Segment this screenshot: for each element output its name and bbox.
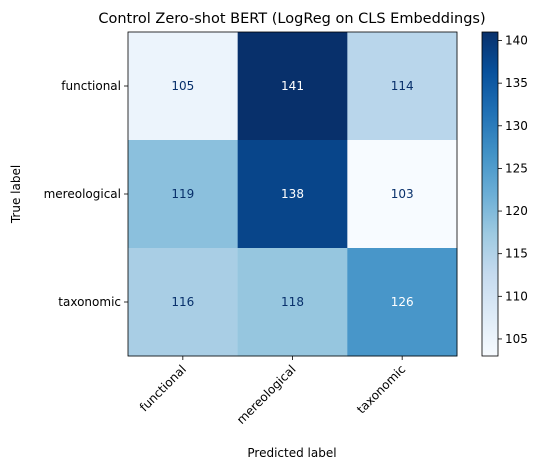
- heatmap-cell: [237, 140, 348, 249]
- colorbar-tick-label: 105: [505, 332, 528, 346]
- colorbar-ticks: 105 110 115 120 125 130 135 140: [498, 34, 528, 346]
- heatmap-cell: [347, 32, 458, 141]
- cell-value-label: 119: [171, 187, 194, 201]
- y-tick-label: taxonomic: [58, 295, 121, 309]
- cell-value-label: 138: [281, 187, 304, 201]
- heatmap-cells: 105 141 114 119 138 103 116 118 126: [128, 32, 458, 357]
- chart-title: Control Zero-shot BERT (LogReg on CLS Em…: [98, 11, 485, 27]
- colorbar-tick-label: 140: [505, 34, 528, 48]
- y-tick-labels: functional mereological taxonomic: [44, 79, 128, 309]
- heatmap-cell: [128, 32, 239, 141]
- cell-value-label: 141: [281, 79, 304, 93]
- colorbar-tick-label: 115: [505, 247, 528, 261]
- colorbar-tick-label: 125: [505, 161, 528, 175]
- colorbar-tick-label: 110: [505, 289, 528, 303]
- cell-value-label: 105: [171, 79, 194, 93]
- y-axis-label: True label: [9, 165, 23, 224]
- x-tick-label: taxonomic: [354, 362, 408, 416]
- heatmap-cell: [347, 140, 458, 249]
- x-tick-label: mereological: [234, 362, 299, 427]
- heatmap-cell: [128, 248, 239, 357]
- heatmap-cell: [237, 32, 348, 141]
- x-tick-label: functional: [137, 362, 189, 414]
- heatmap-cell: [237, 248, 348, 357]
- heatmap-cell: [128, 140, 239, 249]
- x-axis-label: Predicted label: [247, 446, 336, 460]
- cell-value-label: 126: [391, 295, 414, 309]
- colorbar: [481, 31, 499, 357]
- x-tick-labels: functional mereological taxonomic: [137, 356, 408, 427]
- cell-value-label: 103: [391, 187, 414, 201]
- colorbar-tick-label: 130: [505, 119, 528, 133]
- colorbar-tick-label: 120: [505, 204, 528, 218]
- cell-value-label: 116: [171, 295, 194, 309]
- y-tick-label: functional: [61, 79, 121, 93]
- colorbar-tick-label: 135: [505, 76, 528, 90]
- cell-value-label: 118: [281, 295, 304, 309]
- heatmap-cell: [347, 248, 458, 357]
- cell-value-label: 114: [391, 79, 414, 93]
- y-tick-label: mereological: [44, 187, 121, 201]
